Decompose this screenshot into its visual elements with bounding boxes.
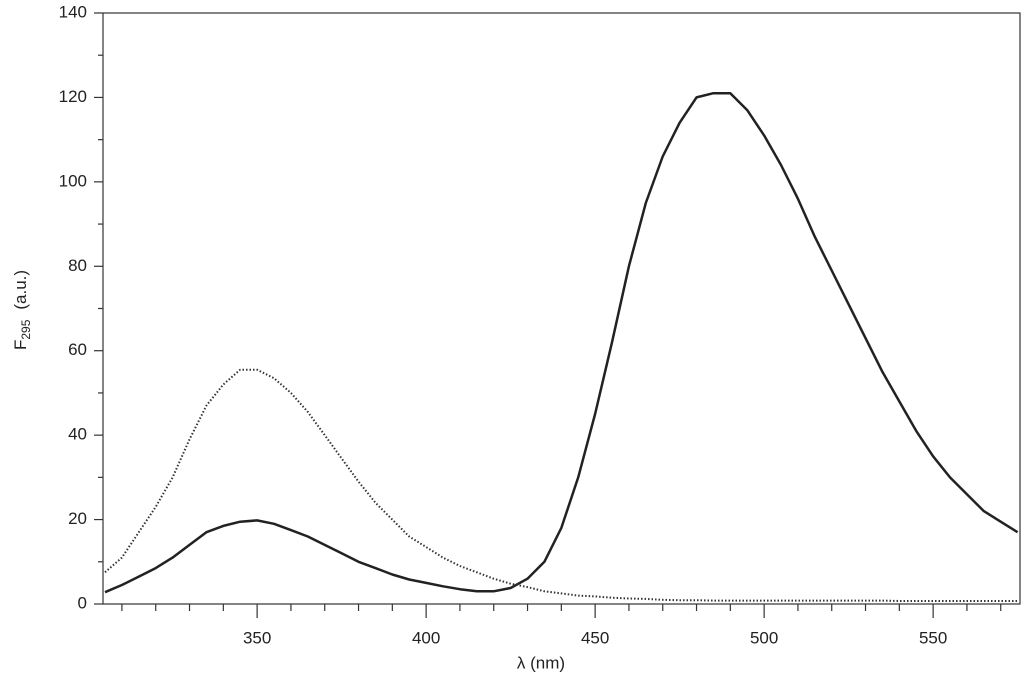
series-line [104, 368, 1018, 602]
x-tick-label: 550 [919, 628, 947, 647]
series-line [104, 91, 1019, 594]
x-axis-label: λ (nm) [517, 653, 565, 672]
y-axis-label: F295 (a.u.) [11, 270, 33, 350]
y-label-unit: (a.u.) [11, 270, 30, 310]
y-label-sub: 295 [19, 319, 33, 339]
y-tick-label: 0 [78, 593, 87, 612]
y-tick-label: 120 [59, 87, 87, 106]
x-tick-label: 400 [412, 628, 440, 647]
y-tick-label: 60 [68, 340, 87, 359]
y-tick-label: 80 [68, 256, 87, 275]
y-tick-label: 140 [59, 2, 87, 21]
y-label-main: F [11, 340, 30, 350]
y-tick-label: 20 [68, 509, 87, 528]
x-tick-label: 350 [243, 628, 271, 647]
plot-frame [102, 12, 1021, 605]
y-tick-label: 100 [59, 171, 87, 190]
y-tick-label: 40 [68, 425, 87, 444]
x-tick-label: 500 [750, 628, 778, 647]
x-tick-label: 450 [581, 628, 609, 647]
